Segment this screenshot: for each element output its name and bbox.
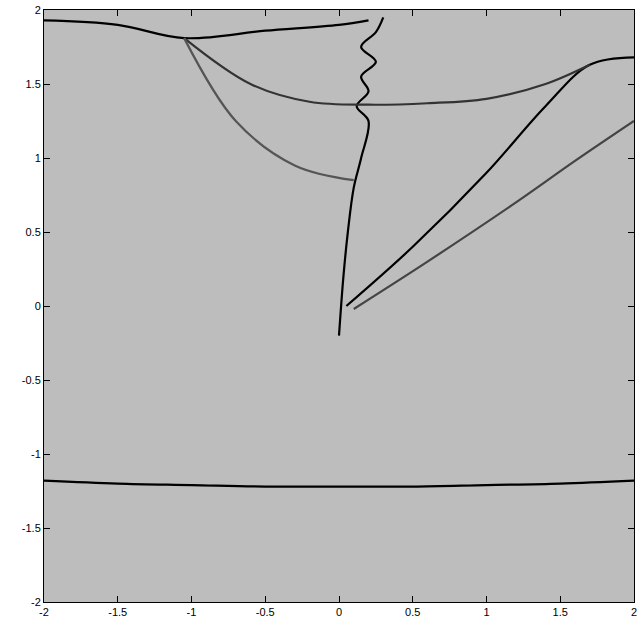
svg-text:2: 2	[35, 4, 41, 16]
svg-text:0.5: 0.5	[405, 606, 420, 618]
svg-text:-2: -2	[39, 606, 49, 618]
svg-text:1.5: 1.5	[553, 606, 568, 618]
svg-text:-1.5: -1.5	[108, 606, 127, 618]
svg-text:0.5: 0.5	[26, 226, 41, 238]
svg-text:1.5: 1.5	[26, 78, 41, 90]
svg-text:0: 0	[336, 606, 342, 618]
svg-text:-0.5: -0.5	[256, 606, 275, 618]
svg-text:-1.5: -1.5	[22, 522, 41, 534]
svg-text:-1: -1	[31, 448, 41, 460]
svg-text:0: 0	[35, 300, 41, 312]
svg-text:1: 1	[35, 152, 41, 164]
svg-text:-1: -1	[187, 606, 197, 618]
svg-text:1: 1	[483, 606, 489, 618]
svg-text:-0.5: -0.5	[22, 374, 41, 386]
svg-text:2: 2	[631, 606, 637, 618]
svg-text:-2: -2	[31, 596, 41, 608]
